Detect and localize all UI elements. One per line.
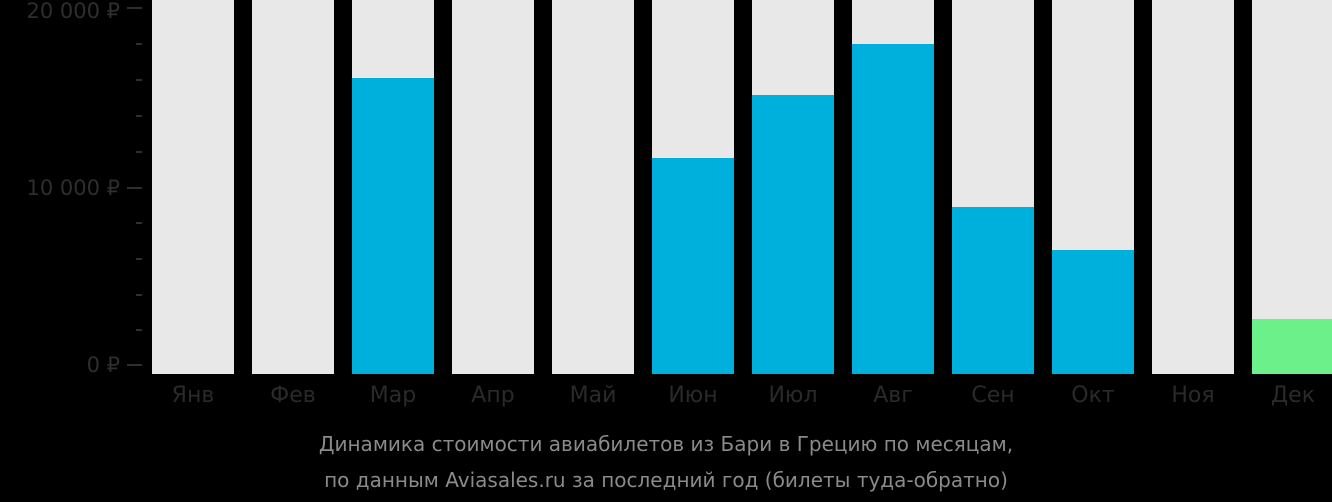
x-tick-label: Дек (1270, 383, 1315, 408)
chart-caption-line-2: по данным Aviasales.ru за последний год … (324, 468, 1008, 492)
x-tick-label: Янв (171, 383, 215, 408)
bar-value-fill (1252, 319, 1332, 374)
chart-caption-line-1: Динамика стоимости авиабилетов из Бари в… (318, 432, 1014, 456)
y-tick-minor (136, 151, 142, 153)
y-tick-minor (136, 222, 142, 224)
x-tick-label: Июл (768, 383, 818, 408)
x-tick-label: Сен (971, 383, 1015, 408)
bar-3[interactable] (352, 0, 434, 374)
x-tick-label: Июн (668, 383, 718, 408)
x-tick-label: Окт (1071, 383, 1115, 408)
bar-7[interactable] (752, 0, 834, 374)
bar-1[interactable] (152, 0, 234, 374)
y-tick-minor (136, 115, 142, 117)
bar-9[interactable] (952, 0, 1034, 374)
bar-6[interactable] (652, 0, 734, 374)
y-tick-label-10000: 10 000 ₽ (26, 176, 120, 200)
y-tick-minor (136, 43, 142, 45)
y-tick-minor (136, 329, 142, 331)
y-tick-label-0: 0 ₽ (86, 353, 120, 377)
x-tick-label: Фев (270, 383, 316, 408)
bar-2[interactable] (252, 0, 334, 374)
x-tick-label: Авг (873, 383, 913, 408)
bar-value-fill (852, 43, 934, 374)
y-tick-major (127, 187, 142, 189)
bar-10[interactable] (1052, 0, 1134, 374)
bar-11[interactable] (1152, 0, 1234, 374)
bar-5[interactable] (552, 0, 634, 374)
y-tick-minor (136, 294, 142, 296)
bar-value-fill (652, 157, 734, 374)
x-tick-label: Ноя (1171, 383, 1215, 408)
x-tick-label: Мар (369, 383, 417, 408)
x-tick-label: Апр (471, 383, 515, 408)
bar-value-fill (1052, 249, 1134, 374)
bar-8[interactable] (852, 0, 934, 374)
y-tick-label-20000: 20 000 ₽ (26, 0, 120, 23)
y-tick-major (127, 364, 142, 366)
bar-4[interactable] (452, 0, 534, 374)
bar-value-fill (952, 207, 1034, 374)
y-tick-minor (136, 258, 142, 260)
bar-value-fill (752, 95, 834, 374)
bar-value-fill (352, 77, 434, 374)
y-tick-major (127, 7, 142, 9)
x-tick-label: Май (569, 383, 617, 408)
bar-12[interactable] (1252, 0, 1332, 374)
y-tick-minor (136, 79, 142, 81)
